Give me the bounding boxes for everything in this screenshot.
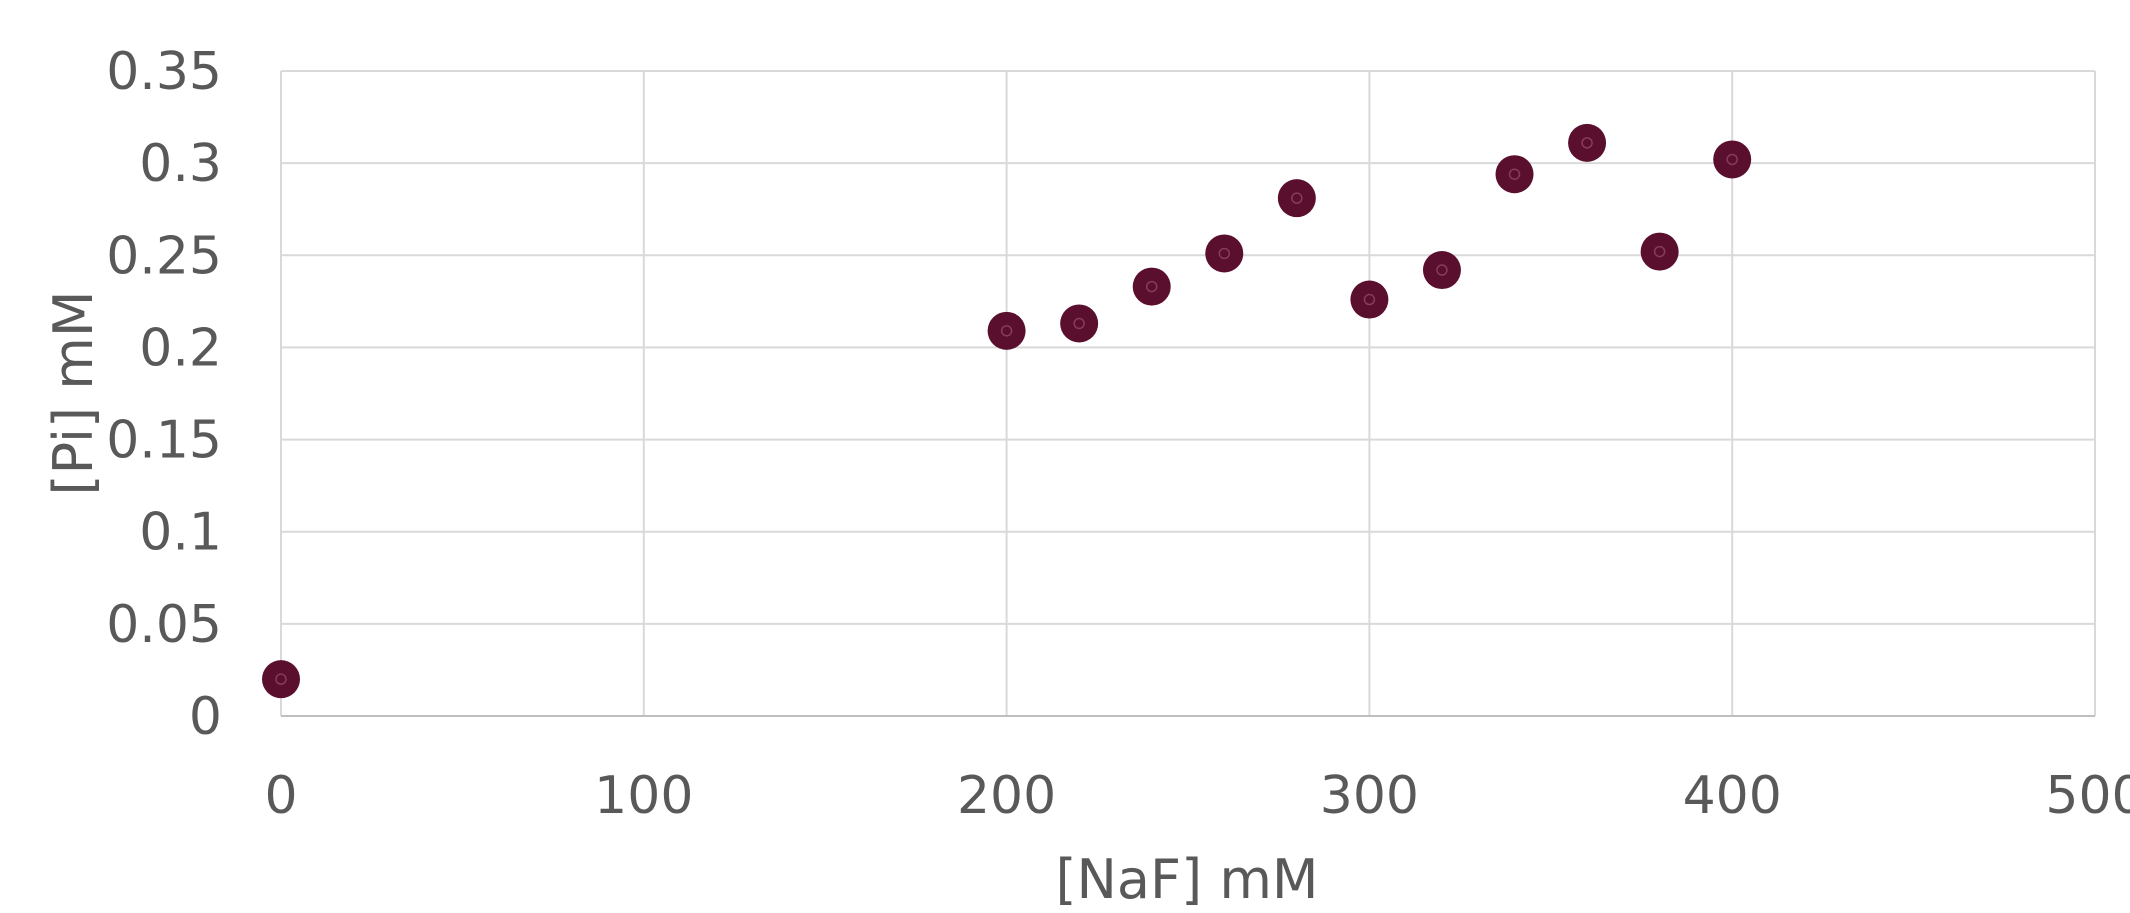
grid-layer [280, 70, 2096, 716]
data-point-marker [1640, 232, 1679, 271]
y-tick-label: 0.25 [106, 226, 222, 286]
y-tick-label: 0.1 [139, 503, 222, 563]
data-point-center [1363, 293, 1376, 306]
data-point-center [1073, 317, 1085, 330]
x-axis-title: [NaF] mM [1055, 848, 1318, 911]
data-point-center [1291, 192, 1303, 204]
x-tick-label: 100 [594, 766, 693, 826]
data-point-marker [987, 311, 1026, 350]
data-point-center [1436, 264, 1448, 276]
y-tick-label: 0 [189, 687, 222, 747]
x-tick-label: 300 [1320, 766, 1419, 826]
data-point [1060, 304, 1099, 343]
data-point [1350, 280, 1389, 319]
data-point-layer [262, 123, 1752, 699]
tick-label-layer: 0 0.05 0.1 0.15 0.2 0.25 0.3 0.35 0 100 200 300 400 5… [106, 42, 2130, 826]
y-tick-label: 0.05 [106, 595, 222, 655]
data-point-marker [1205, 234, 1244, 273]
data-point-marker [1568, 123, 1607, 162]
data-point [1205, 234, 1244, 273]
y-tick-label: 0.3 [139, 134, 222, 194]
y-tick-label: 0.2 [139, 318, 222, 378]
data-point-center [275, 673, 287, 685]
data-point [1568, 123, 1607, 162]
data-point-marker [262, 660, 300, 699]
data-point-marker [1132, 267, 1171, 306]
x-tick-label: 400 [1683, 766, 1782, 826]
data-point-center [1653, 245, 1666, 258]
y-tick-label: 0.35 [106, 42, 222, 102]
y-tick-label: 0.15 [106, 411, 222, 471]
data-point-center [1726, 153, 1738, 166]
data-point [1640, 232, 1679, 271]
y-axis-title: [Pi] mM [42, 291, 105, 496]
data-point [1277, 179, 1316, 218]
data-point-marker [1277, 179, 1316, 218]
data-point-center [1581, 137, 1593, 149]
data-point [1132, 267, 1171, 306]
data-point-marker [1422, 251, 1461, 290]
data-point-marker [1350, 280, 1389, 319]
data-point-center [1000, 325, 1013, 337]
data-point [1495, 155, 1534, 194]
data-point [987, 311, 1026, 350]
data-point-marker [1495, 155, 1534, 194]
x-tick-label: 0 [264, 766, 297, 826]
x-tick-label: 200 [957, 766, 1056, 826]
data-point-marker [1713, 140, 1752, 179]
data-point [262, 660, 300, 699]
data-point [1713, 140, 1752, 179]
data-point [1422, 251, 1461, 290]
data-point-marker [1060, 304, 1099, 343]
data-point-center [1145, 280, 1158, 293]
data-point-center [1218, 247, 1231, 260]
x-tick-label: 500 [2045, 766, 2130, 826]
data-point-center [1508, 168, 1521, 180]
